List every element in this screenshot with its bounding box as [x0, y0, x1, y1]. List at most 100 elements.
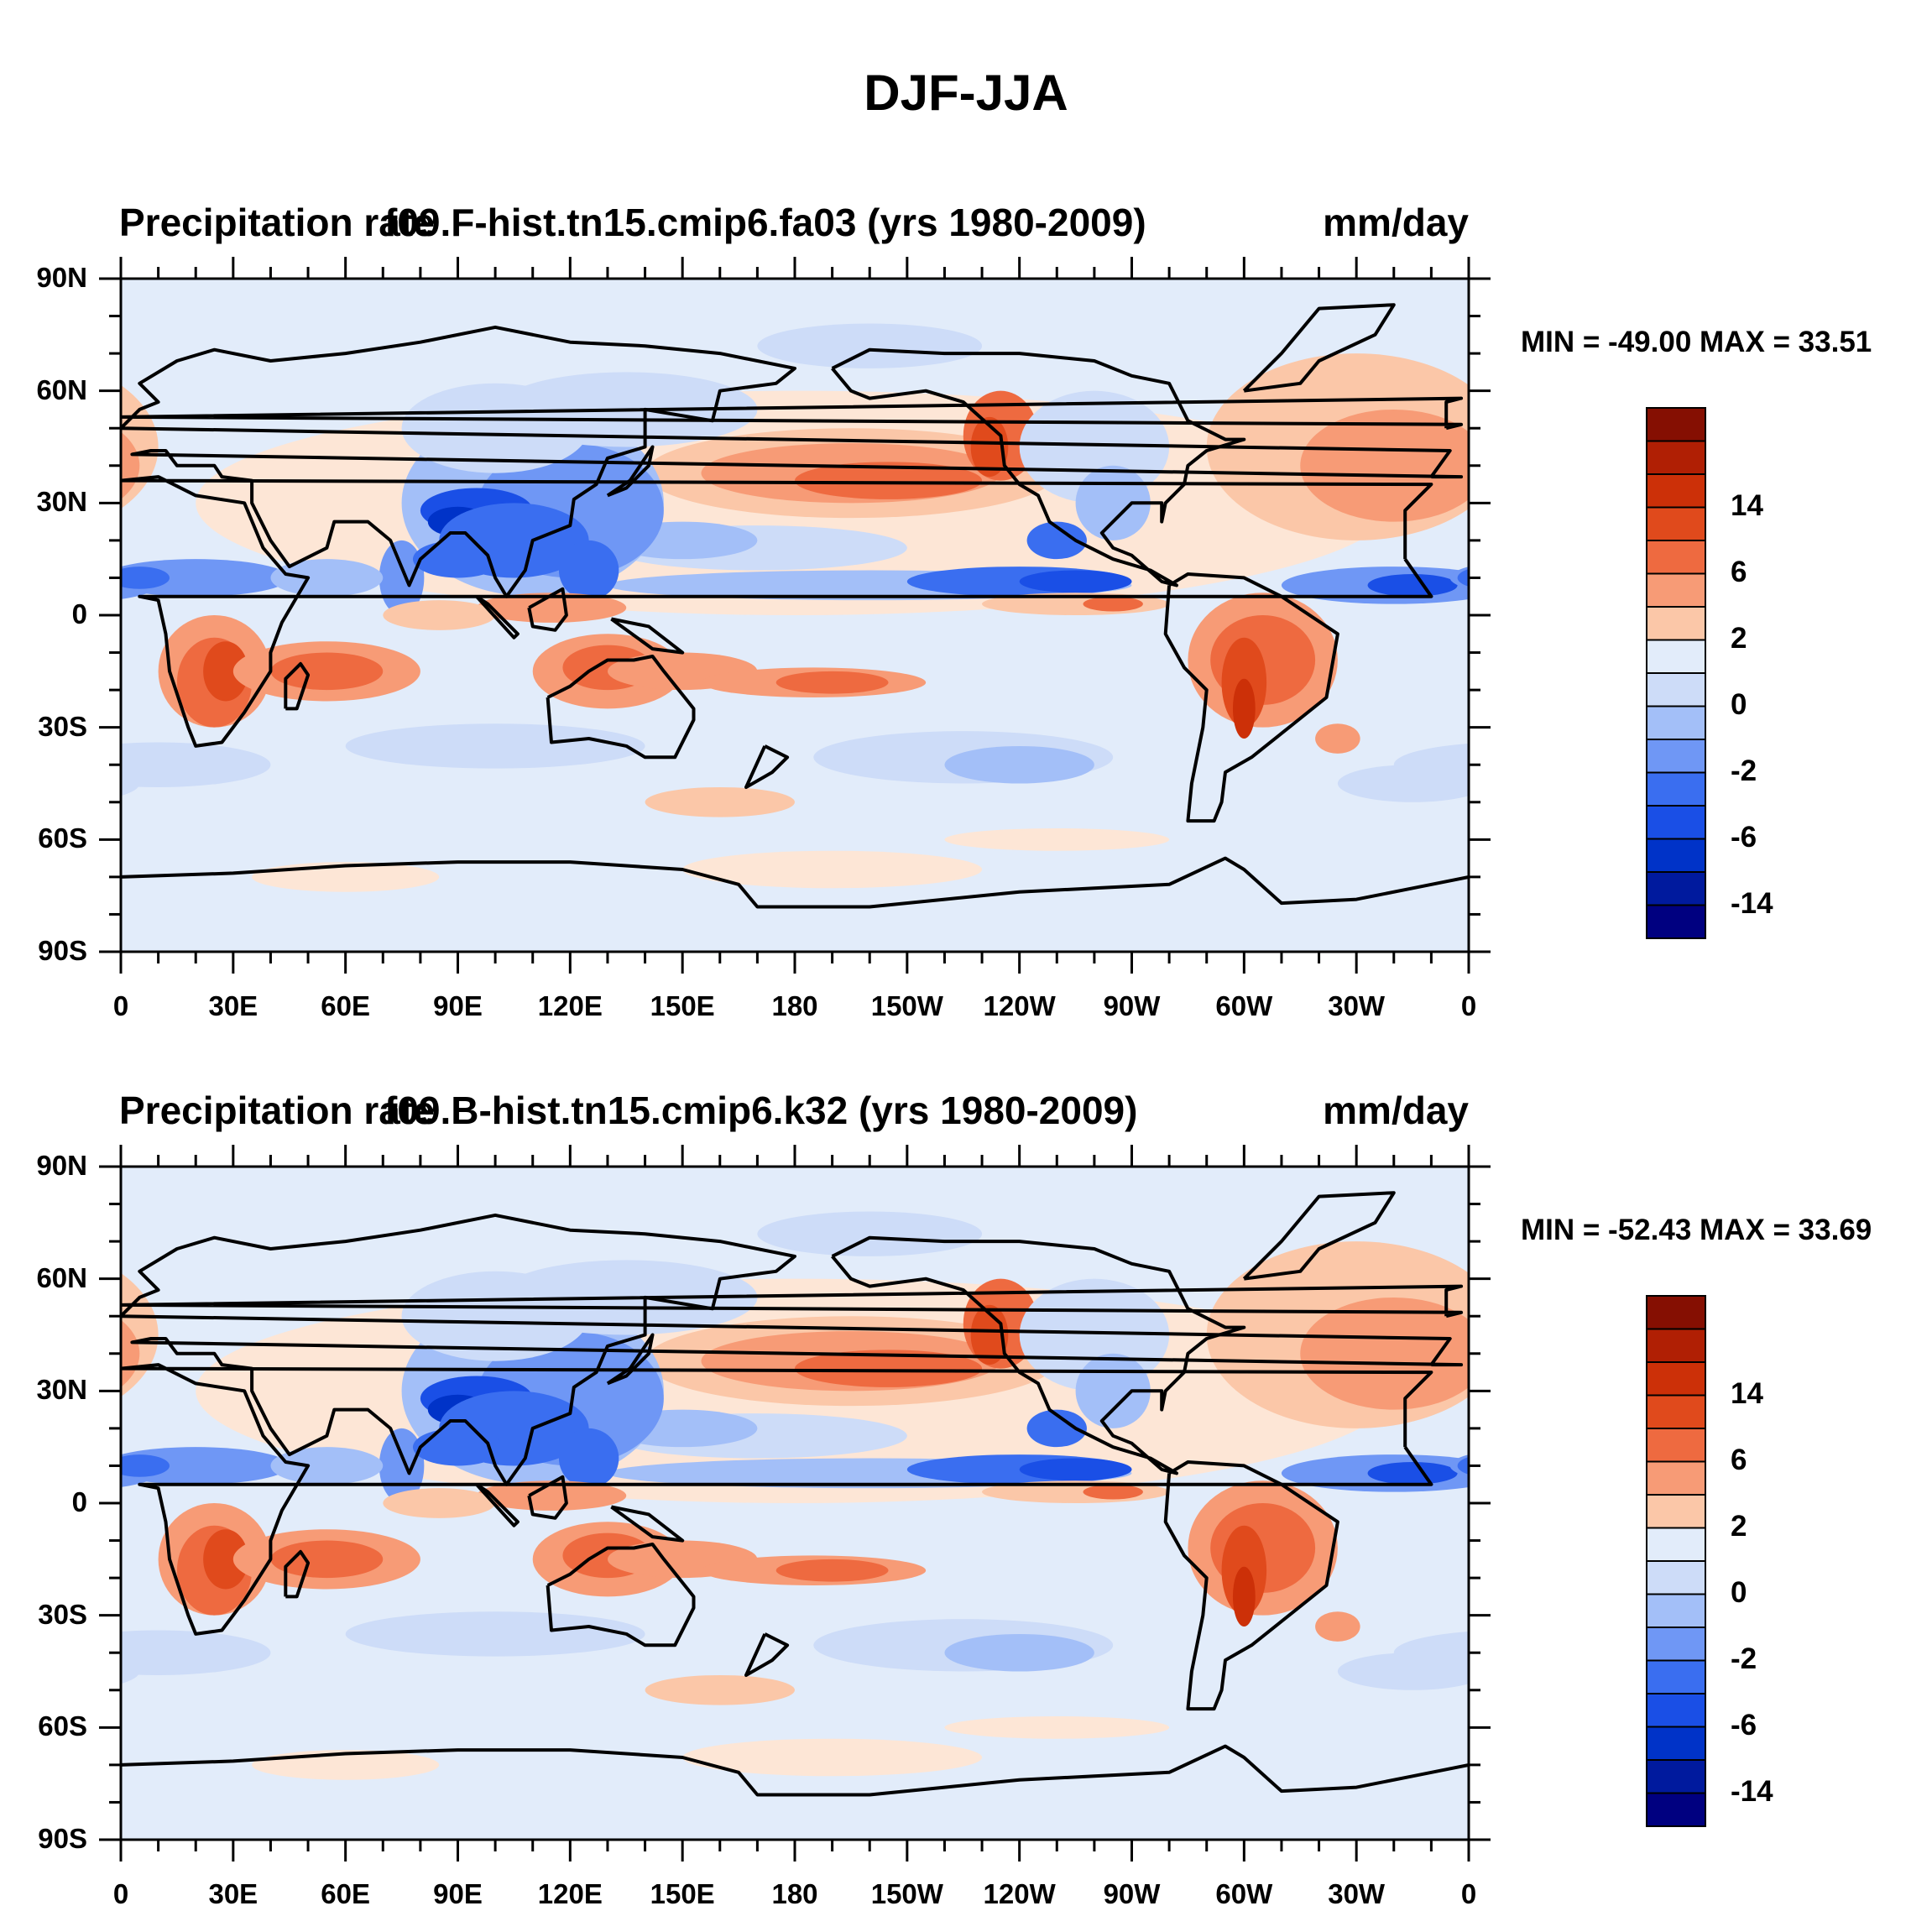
lat-tick-label: 30N: [36, 1374, 87, 1406]
coastline: [1242, 303, 1396, 393]
panel1-left-title: Precipitation rate: [119, 201, 435, 244]
colorbar-box: [1646, 1693, 1706, 1728]
colorbar-box: [1646, 1328, 1706, 1363]
precip-contour-region: [1232, 1566, 1256, 1627]
lat-tick-label: 60N: [36, 373, 87, 405]
precip-contour-region: [1083, 1484, 1143, 1500]
lon-tick-label: 60W: [1215, 990, 1273, 1021]
precip-contour-region: [1506, 615, 1511, 728]
lat-tick-label: 30S: [38, 710, 87, 742]
precip-contour-region: [84, 1462, 110, 1485]
precip-contour-region: [345, 723, 645, 769]
lon-tick-label: 0: [112, 990, 129, 1021]
lat-tick-label: 0: [71, 1486, 87, 1517]
precip-contour-region: [1367, 573, 1458, 597]
precip-contour-region: [645, 1674, 795, 1705]
precip-contour-region: [1457, 1457, 1469, 1475]
precip-contour-region: [944, 828, 1170, 851]
lat-tick-label: 60S: [38, 1710, 87, 1742]
coastline: [610, 617, 685, 655]
precip-contour-region: [558, 540, 619, 601]
lon-tick-label: 30W: [1328, 990, 1386, 1021]
colorbar-box: [1646, 739, 1706, 774]
lat-tick-label: 0: [71, 598, 87, 629]
colorbar-box: [1646, 805, 1706, 840]
colorbar-label: 14: [1731, 1376, 1763, 1410]
lon-tick-label: 150E: [650, 990, 715, 1021]
lon-tick-label: 120E: [537, 990, 603, 1021]
coastline: [1163, 572, 1339, 823]
panel2-units: mm/day: [1323, 1089, 1469, 1132]
lat-tick-label: 30S: [38, 1598, 87, 1630]
panel2-center-title: f09.B-hist.tn15.cmip6.k32 (yrs 1980-2009…: [384, 1089, 1138, 1132]
lon-tick-label: 150W: [870, 990, 943, 1021]
coastline: [606, 445, 655, 498]
precip-contour-region: [795, 462, 983, 499]
precip-contour-region: [270, 652, 384, 691]
colorbar-box: [1646, 838, 1706, 873]
colorbar-box: [1646, 1527, 1706, 1562]
colorbar-box: [1646, 771, 1706, 807]
precip-contour-region: [1300, 409, 1469, 522]
coastline: [284, 661, 311, 711]
lat-tick-label: 60N: [36, 1261, 87, 1293]
coastline: [527, 1475, 568, 1520]
lon-tick-label: 90E: [433, 1878, 483, 1909]
precip-contour-region: [121, 559, 290, 597]
precip-contour-region: [558, 1428, 619, 1489]
colorbar-box: [1646, 407, 1706, 442]
coastline: [1242, 1191, 1396, 1281]
lon-tick-label: 120W: [983, 990, 1056, 1021]
precip-contour-region: [1083, 596, 1143, 612]
precip-contour-region: [383, 600, 496, 630]
lon-tick-label: 0: [1460, 990, 1477, 1021]
coastline: [831, 1235, 1246, 1475]
precip-contour-region: [203, 1529, 248, 1590]
figure-title: DJF-JJA: [864, 65, 1068, 121]
colorbar-label: 2: [1731, 1509, 1747, 1543]
precip-contour-region: [1300, 1297, 1469, 1410]
precip-contour-region: [795, 1350, 983, 1387]
precip-contour-region: [476, 1480, 627, 1511]
colorbar-box: [1646, 606, 1706, 641]
colorbar-label: 0: [1731, 687, 1747, 721]
colorbar-box: [1646, 1394, 1706, 1429]
precip-contour-region: [270, 559, 384, 597]
lon-tick-label: 120E: [537, 1878, 603, 1909]
lon-tick-label: 30W: [1328, 1878, 1386, 1909]
precip-contour-region: [121, 1447, 290, 1485]
precip-contour-region: [270, 1540, 384, 1579]
precip-contour-region: [121, 770, 140, 796]
lon-tick-label: 90E: [433, 990, 483, 1021]
precip-contour-region: [1026, 1409, 1087, 1448]
precip-contour-region: [203, 641, 248, 702]
precip-contour-region: [645, 786, 795, 817]
coastline: [121, 856, 1469, 909]
colorbar-box: [1646, 1792, 1706, 1827]
colorbar-box: [1646, 440, 1706, 475]
lat-tick-label: 90S: [38, 1823, 87, 1854]
coastline: [284, 1549, 311, 1599]
precip-contour-region: [1367, 1461, 1458, 1485]
colorbar-box: [1646, 1627, 1706, 1662]
precip-contour-region: [84, 574, 110, 597]
colorbar-box: [1646, 540, 1706, 575]
coastline: [546, 1543, 696, 1647]
precip-contour-region: [1457, 569, 1469, 587]
lon-tick-label: 150W: [870, 1878, 943, 1909]
colorbar-box: [1646, 1361, 1706, 1397]
panel1-center-title: f09.F-hist.tn15.cmip6.fa03 (yrs 1980-200…: [384, 201, 1146, 244]
precip-contour-region: [383, 1488, 496, 1518]
coastline: [744, 1632, 790, 1677]
precip-contour-region: [757, 1211, 983, 1256]
precip-contour-region: [1019, 570, 1132, 593]
panel1-map: [84, 257, 1511, 974]
coastline: [121, 475, 1433, 748]
colorbar-label: 14: [1731, 488, 1763, 522]
precip-contour-region: [476, 593, 627, 623]
precip-contour-region: [1026, 521, 1087, 560]
colorbar-box: [1646, 1726, 1706, 1761]
lat-tick-label: 90S: [38, 935, 87, 966]
precip-contour-region: [121, 742, 271, 787]
colorbar-box: [1646, 572, 1706, 608]
